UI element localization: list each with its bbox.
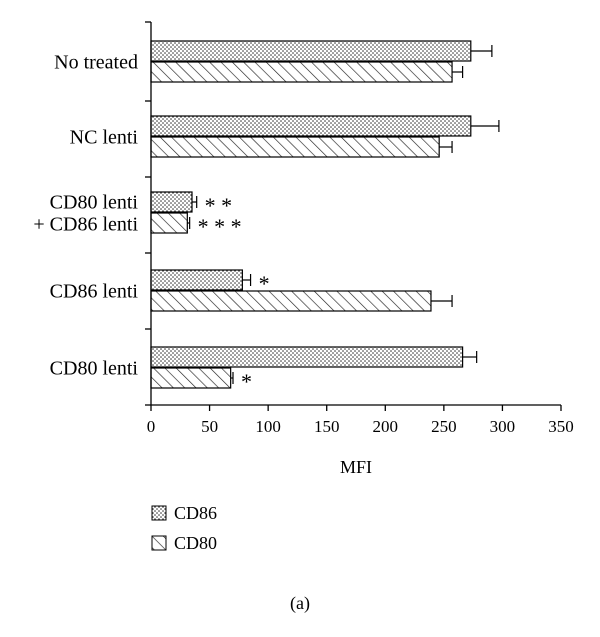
legend-swatch-cd86 xyxy=(151,505,167,521)
x-tick-label-200: 200 xyxy=(373,417,399,436)
legend-swatch-cd80 xyxy=(151,535,167,551)
category-label-2-1: + CD86 lenti xyxy=(33,214,138,236)
significance-mark-cd80-2: * * * xyxy=(198,214,242,239)
x-tick-label-50: 50 xyxy=(201,417,218,436)
x-tick-label-100: 100 xyxy=(255,417,281,436)
figure-caption: (a) xyxy=(290,593,310,614)
bar-cd86-0 xyxy=(150,40,472,62)
significance-mark-cd86-2: * * xyxy=(205,193,233,218)
category-label-2-0: CD80 lenti xyxy=(50,192,139,214)
bar-cd86-1 xyxy=(150,115,472,137)
category-label-1-0: NC lenti xyxy=(70,127,139,149)
significance-mark-cd86-3: * xyxy=(259,271,270,296)
x-axis-title: MFI xyxy=(340,457,372,477)
category-label-0-0: No treated xyxy=(54,52,138,74)
bar-cd80-4 xyxy=(150,367,232,389)
category-label-3-0: CD86 lenti xyxy=(50,281,139,303)
category-label-4-0: CD80 lenti xyxy=(50,358,139,380)
bar-cd80-2 xyxy=(150,212,188,234)
bars-group xyxy=(150,40,500,389)
bar-cd86-3 xyxy=(150,269,243,291)
bar-cd86-2 xyxy=(150,191,193,213)
x-tick-label-150: 150 xyxy=(314,417,340,436)
legend-label-cd80: CD80 xyxy=(174,533,217,553)
labels-group: * ** * * * * 0 50 100 150 200 250 300 350 MFI No tre… xyxy=(33,52,573,478)
axes-group xyxy=(145,21,562,411)
bar-cd80-1 xyxy=(150,136,440,158)
x-tick-label-250: 250 xyxy=(431,417,457,436)
bar-cd80-3 xyxy=(150,290,432,312)
bar-cd86-4 xyxy=(150,346,464,368)
significance-mark-cd80-4: * xyxy=(241,369,252,394)
legend-label-cd86: CD86 xyxy=(174,503,217,523)
x-tick-label-0: 0 xyxy=(147,417,156,436)
x-tick-label-350: 350 xyxy=(548,417,574,436)
x-tick-label-300: 300 xyxy=(490,417,516,436)
legend: CD86 CD80 xyxy=(151,503,217,553)
bar-cd80-0 xyxy=(150,61,453,83)
